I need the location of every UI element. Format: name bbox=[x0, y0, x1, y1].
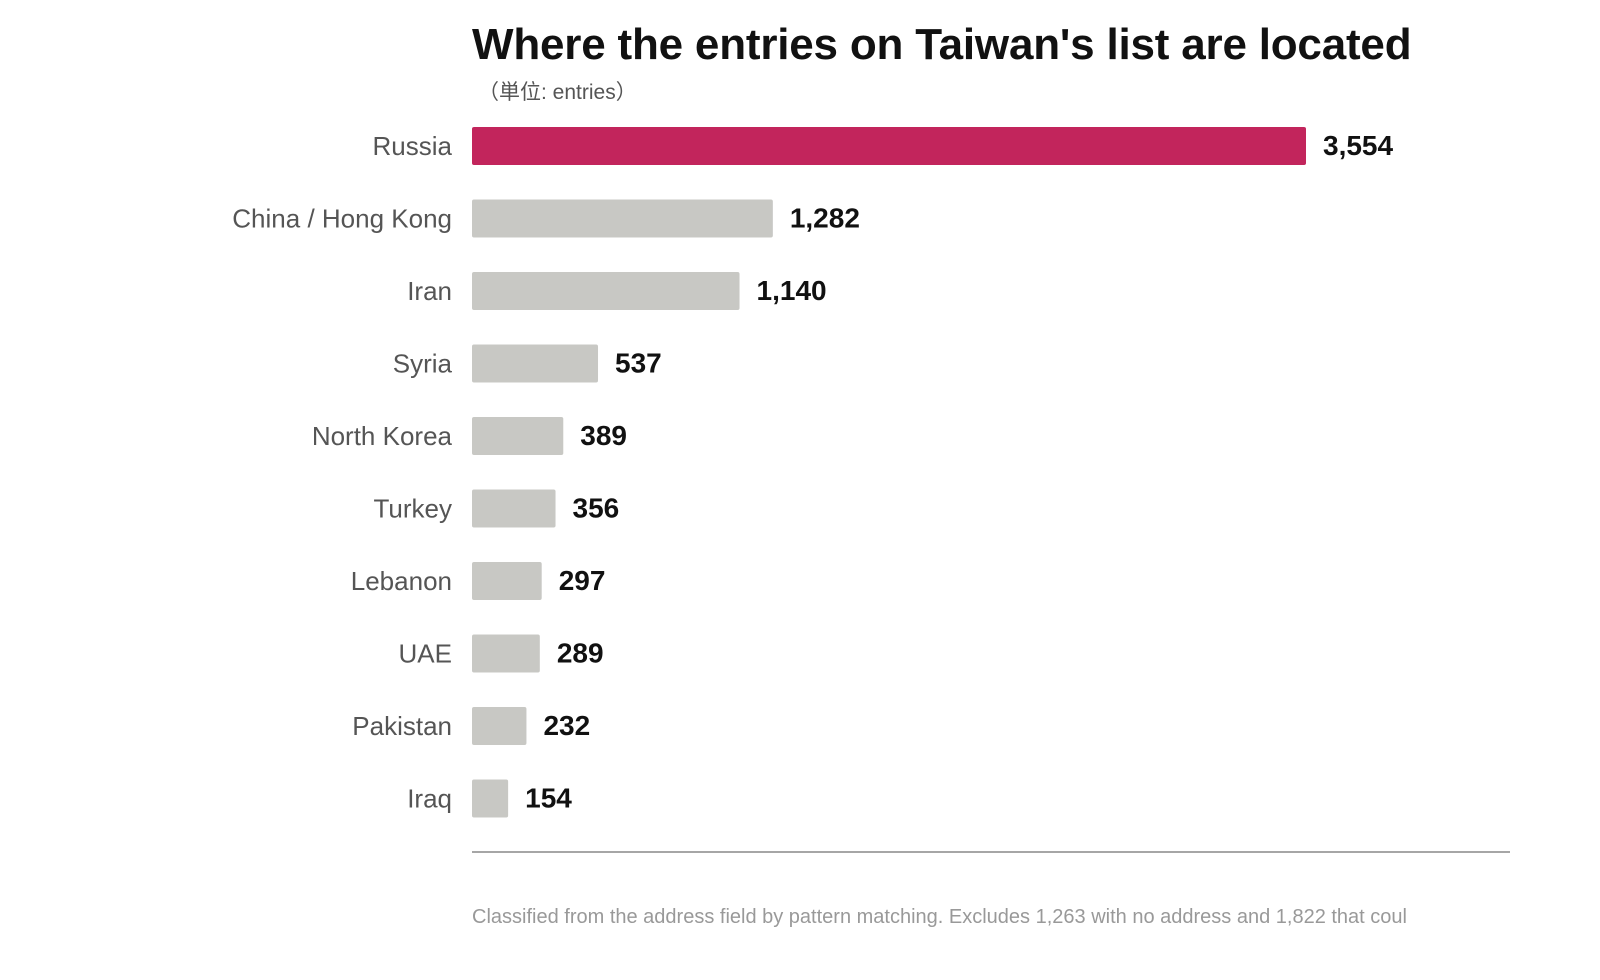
bar-lebanon bbox=[472, 562, 542, 600]
bar-pakistan bbox=[472, 707, 527, 745]
category-label-turkey: Turkey bbox=[374, 494, 453, 524]
bar-north-korea bbox=[472, 417, 564, 455]
category-label-syria: Syria bbox=[393, 349, 453, 379]
category-label-lebanon: Lebanon bbox=[351, 566, 452, 596]
category-label-north-korea: North Korea bbox=[312, 421, 453, 451]
value-label-lebanon: 297 bbox=[559, 565, 606, 596]
value-label-russia: 3,554 bbox=[1323, 130, 1393, 161]
bar-china-hong-kong bbox=[472, 199, 773, 238]
bar-uae bbox=[472, 634, 540, 673]
category-label-pakistan: Pakistan bbox=[352, 711, 452, 741]
value-label-china-hong-kong: 1,282 bbox=[790, 203, 860, 234]
value-label-turkey: 356 bbox=[573, 493, 620, 524]
bar-syria bbox=[472, 344, 599, 383]
value-label-pakistan: 232 bbox=[543, 710, 590, 741]
value-label-north-korea: 389 bbox=[580, 420, 627, 451]
category-label-china-hong-kong: China / Hong Kong bbox=[232, 204, 452, 234]
bar-russia bbox=[472, 127, 1306, 165]
bar-iran bbox=[472, 272, 740, 310]
chart-footnote: Classified from the address field by pat… bbox=[472, 906, 1407, 928]
bar-turkey bbox=[472, 489, 556, 528]
chart-title: Where the entries on Taiwan's list are l… bbox=[472, 20, 1412, 69]
chart-subtitle: （単位: entries） bbox=[478, 81, 637, 104]
value-label-syria: 537 bbox=[615, 348, 662, 379]
value-label-iran: 1,140 bbox=[757, 275, 827, 306]
category-label-iraq: Iraq bbox=[407, 784, 452, 814]
category-label-russia: Russia bbox=[373, 131, 453, 161]
value-label-uae: 289 bbox=[557, 638, 604, 669]
category-label-uae: UAE bbox=[399, 639, 452, 669]
bar-iraq bbox=[472, 779, 509, 818]
category-label-iran: Iran bbox=[407, 276, 452, 306]
value-label-iraq: 154 bbox=[525, 783, 572, 814]
